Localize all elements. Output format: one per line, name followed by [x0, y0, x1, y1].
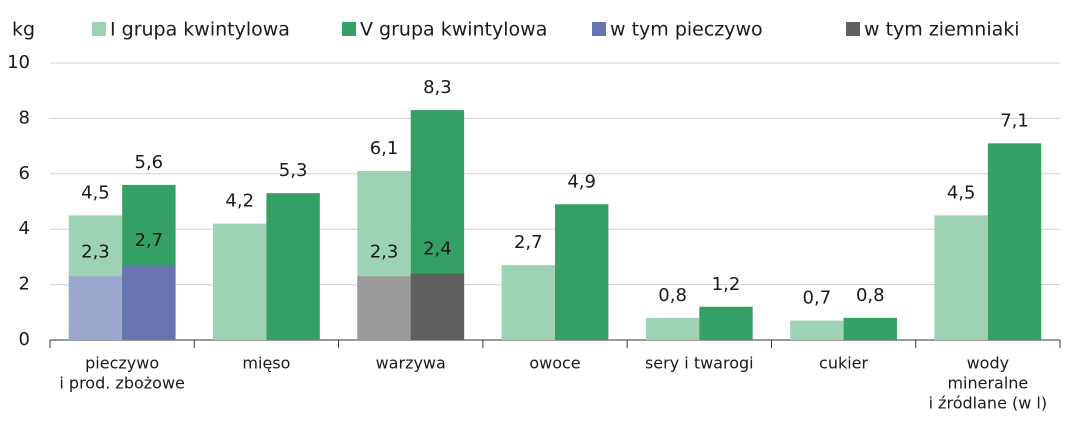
value-label: 4,2	[225, 191, 254, 212]
value-label: 5,6	[135, 152, 164, 173]
bar-part	[357, 276, 411, 340]
x-tick-label: owoce	[529, 354, 580, 373]
bar	[213, 223, 267, 340]
x-tick-label: pieczywo	[85, 354, 159, 373]
bar	[699, 306, 753, 340]
value-label: 2,3	[81, 241, 110, 262]
value-label: 1,2	[712, 274, 741, 295]
x-tick-label: wody	[967, 354, 1010, 373]
x-tick-label: mineralne	[947, 374, 1028, 393]
bar	[843, 317, 897, 340]
legend-label: V grupa kwintylowa	[360, 19, 547, 41]
bar-part	[68, 276, 123, 340]
value-label: 6,1	[370, 138, 399, 159]
legend-label: w tym ziemniaki	[864, 19, 1020, 41]
value-label: 2,7	[514, 232, 543, 253]
value-label: 0,8	[658, 285, 687, 306]
bar	[934, 215, 988, 340]
y-axis-label: kg	[12, 19, 35, 41]
x-tick-label: sery i twarogi	[645, 354, 754, 373]
y-tick-label: 2	[19, 274, 30, 295]
value-label: 7,1	[1000, 110, 1029, 131]
y-tick-label: 8	[19, 107, 30, 128]
bar	[790, 320, 844, 340]
value-label: 2,3	[370, 241, 399, 262]
x-tick-label: warzywa	[376, 354, 446, 373]
value-label: 8,3	[423, 77, 452, 98]
value-label: 0,8	[856, 285, 885, 306]
bar	[501, 265, 555, 340]
legend-swatch	[846, 22, 860, 36]
value-label: 4,5	[947, 182, 976, 203]
bar	[987, 143, 1042, 340]
bar	[555, 204, 609, 340]
y-tick-label: 10	[7, 52, 30, 73]
value-label: 4,9	[567, 171, 596, 192]
legend-swatch	[92, 22, 106, 36]
bar	[266, 193, 320, 340]
legend-label: w tym pieczywo	[610, 19, 763, 41]
bar-part	[122, 265, 176, 340]
bar	[645, 317, 700, 340]
x-tick-label: i źródlane (w l)	[929, 394, 1048, 413]
legend-label: I grupa kwintylowa	[110, 19, 290, 41]
value-label: 5,3	[279, 160, 308, 181]
legend-swatch	[592, 22, 606, 36]
x-tick-label: cukier	[819, 354, 868, 373]
value-label: 0,7	[803, 288, 832, 309]
y-tick-label: 0	[19, 329, 30, 350]
x-tick-label: mięso	[242, 354, 290, 373]
y-tick-label: 4	[19, 218, 30, 239]
value-label: 2,7	[135, 230, 164, 251]
y-tick-label: 6	[19, 163, 30, 184]
value-label: 2,4	[423, 239, 452, 260]
legend-swatch	[342, 22, 356, 36]
value-label: 4,5	[81, 182, 110, 203]
x-tick-label: i prod. zbożowe	[59, 374, 185, 393]
bar-part	[410, 273, 465, 340]
